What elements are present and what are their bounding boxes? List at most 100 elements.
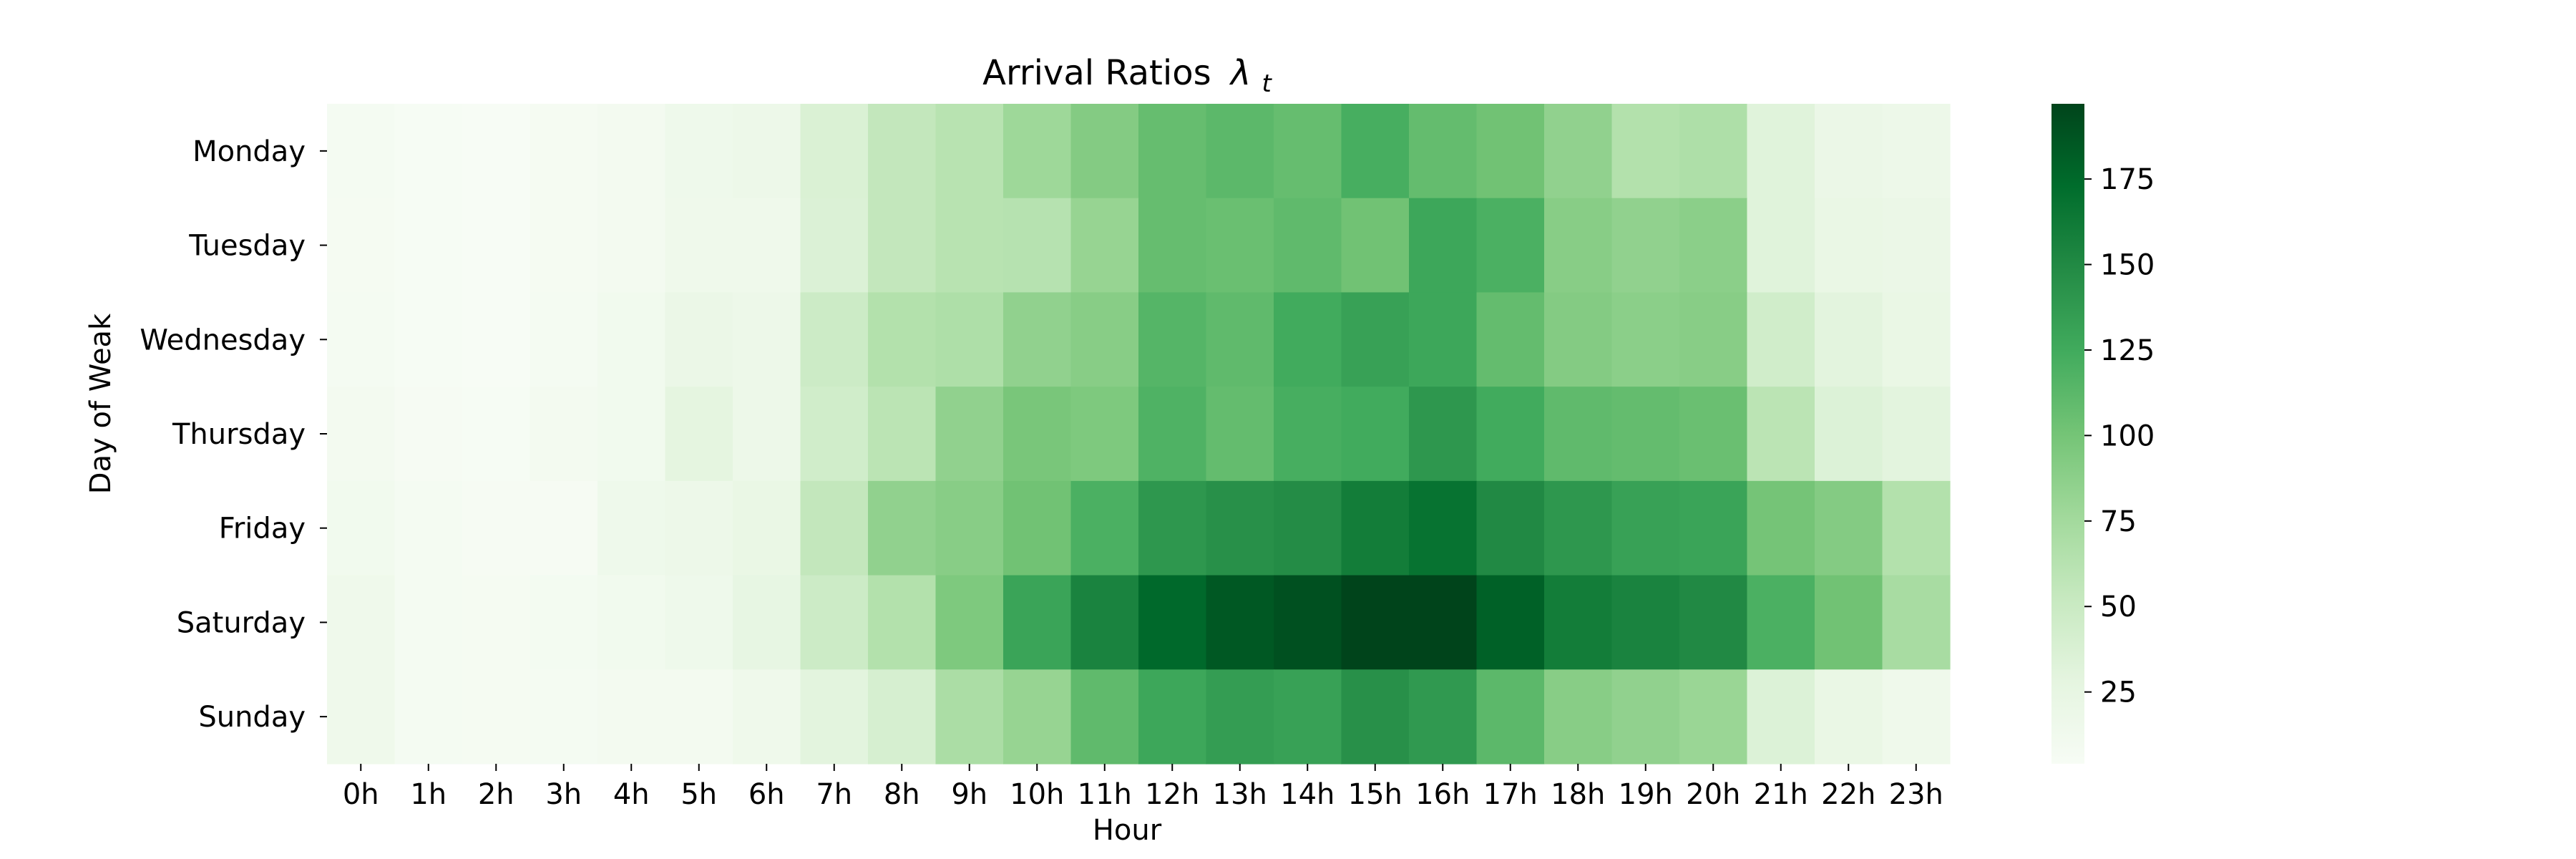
heatmap-cell [597,480,666,576]
heatmap-cell [327,292,396,387]
heatmap-cell [800,669,869,765]
heatmap-cell [868,198,937,293]
heatmap-cell [394,104,463,199]
heatmap-cell [800,198,869,293]
colorbar: 25 50 75 100 125 150 175 [2051,104,2155,764]
heatmap-cell [800,575,869,670]
colorbar-tick-label: 50 [2100,591,2137,623]
heatmap-cell [1747,480,1815,576]
heatmap-cell [1747,575,1815,670]
x-tick-label: 10h [1010,778,1064,811]
heatmap-cell [1409,575,1478,670]
heatmap-cell [327,387,396,482]
chart-title-text: Arrival Ratios [982,53,1211,93]
heatmap-cell [1409,198,1478,293]
y-tick-label: Friday [219,513,306,545]
x-tick-label: 11h [1078,778,1132,811]
heatmap-cell [1815,575,1883,670]
x-tick-label: 21h [1754,778,1808,811]
heatmap-cell [597,387,666,482]
heatmap-cell [1274,575,1342,670]
heatmap-cell [327,480,396,576]
heatmap-cell [1815,292,1883,387]
heatmap-cell [1003,104,1072,199]
heatmap-cell [733,480,801,576]
heatmap-cell [1476,292,1545,387]
heatmap-cell [1138,104,1207,199]
heatmap-cell [1206,387,1274,482]
heatmap-cell [1882,292,1951,387]
heatmap-cell [733,669,801,765]
heatmap-cell [1611,575,1680,670]
heatmap-cell [1070,387,1139,482]
colorbar-tick-label: 75 [2100,505,2137,538]
heatmap-cell [597,104,666,199]
heatmap-cell [327,669,396,765]
heatmap-cell [462,292,531,387]
x-tick-label: 19h [1619,778,1673,811]
heatmap-cell [665,387,733,482]
heatmap-cell [597,669,666,765]
x-tick-label: 3h [545,778,582,811]
chart-title-group: Arrival Ratios λ t [982,53,1272,98]
x-axis-label: Hour [1093,814,1162,847]
heatmap-cells [327,104,1951,765]
heatmap-cell [1815,198,1883,293]
heatmap-cell [1138,480,1207,576]
heatmap-cell [327,198,396,293]
heatmap-cell [935,387,1004,482]
heatmap-cell [394,198,463,293]
heatmap-cell [665,292,733,387]
x-tick-label: 18h [1551,778,1605,811]
y-axis-ticks: Monday Tuesday Wednesday Thursday Friday Satu… [140,135,327,734]
x-tick-label: 14h [1280,778,1335,811]
heatmap-cell [1138,198,1207,293]
heatmap-cell [1544,104,1613,199]
heatmap-cell [1341,480,1410,576]
heatmap-cell [1476,104,1545,199]
x-tick-label: 2h [478,778,514,811]
heatmap-cell [1611,104,1680,199]
heatmap-cell [1476,575,1545,670]
heatmap-cell [1274,292,1342,387]
heatmap-cell [1815,669,1883,765]
heatmap-cell [1070,292,1139,387]
x-tick-label: 23h [1889,778,1943,811]
heatmap-cell [1070,480,1139,576]
heatmap-cell [1815,387,1883,482]
heatmap-cell [1611,198,1680,293]
heatmap-cell [1409,387,1478,482]
heatmap-cell [935,575,1004,670]
heatmap-cell [1274,669,1342,765]
heatmap-cell [665,480,733,576]
heatmap-cell [1341,575,1410,670]
heatmap-cell [1003,198,1072,293]
heatmap-cell [1003,480,1072,576]
heatmap-cell [1679,669,1748,765]
heatmap-cell [665,198,733,293]
heatmap-cell [1003,292,1072,387]
heatmap-cell [800,292,869,387]
heatmap-cell [1206,292,1274,387]
heatmap-cell [1882,198,1951,293]
heatmap-cell [1341,669,1410,765]
heatmap-cell [1341,104,1410,199]
colorbar-tick-label: 100 [2100,419,2155,452]
heatmap-cell [462,104,531,199]
heatmap-cell [1274,198,1342,293]
x-tick-label: 9h [951,778,987,811]
chart-title-math: λ [1229,53,1251,93]
heatmap-cell [1747,292,1815,387]
heatmap-cell [1206,104,1274,199]
heatmap-cell [394,480,463,576]
x-tick-label: 15h [1348,778,1402,811]
heatmap-cell [1476,480,1545,576]
heatmap-cell [1544,292,1613,387]
heatmap-cell [1138,387,1207,482]
heatmap-cell [1544,669,1613,765]
heatmap-cell [1003,387,1072,482]
heatmap-cell [935,198,1004,293]
heatmap-cell [1882,575,1951,670]
heatmap-cell [1679,387,1748,482]
heatmap-cell [1611,387,1680,482]
